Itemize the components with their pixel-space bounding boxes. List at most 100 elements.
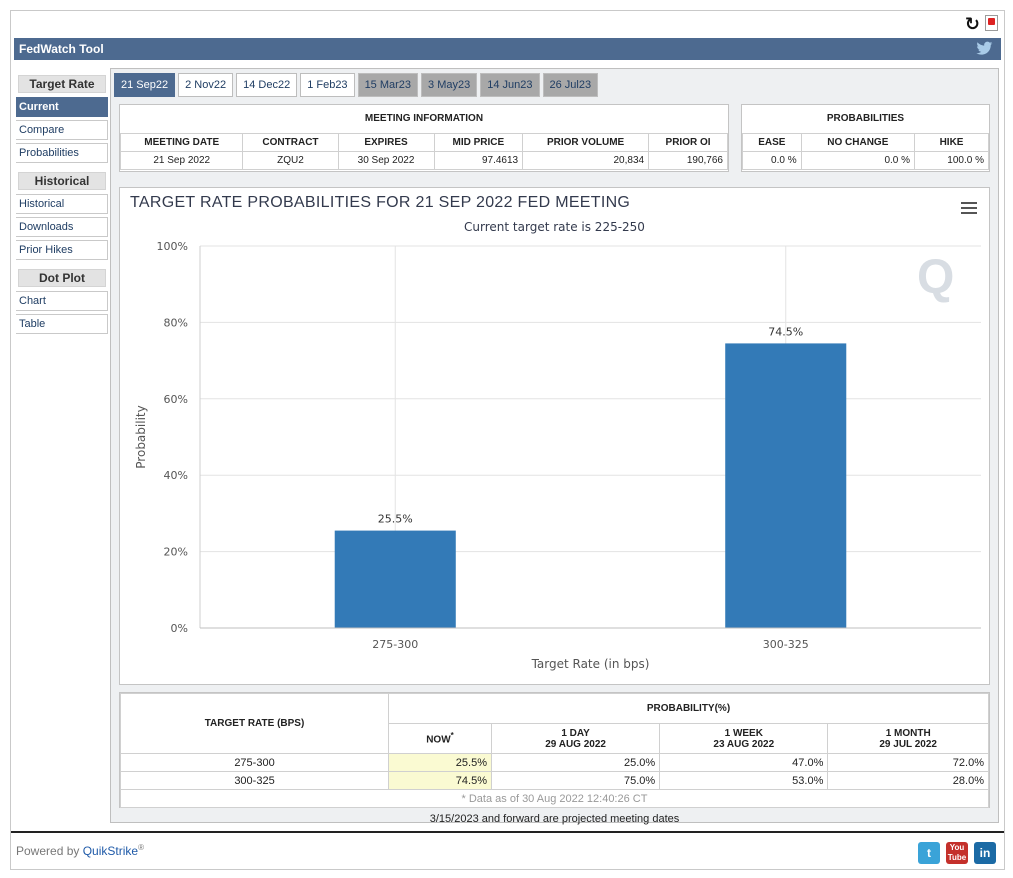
footer: Powered by QuikStrike® t You Tube in	[11, 831, 1004, 870]
sidebar-item-downloads[interactable]: Downloads	[16, 217, 108, 237]
title-bar: FedWatch Tool	[14, 38, 1001, 60]
twitter-bird-icon[interactable]	[976, 41, 993, 56]
sidebar: Target Rate Current Compare Probabilitie…	[16, 75, 109, 334]
col-no-change: NO CHANGE	[800, 132, 916, 152]
contract-value: ZQU2	[242, 150, 339, 170]
sidebar-item-chart[interactable]: Chart	[16, 291, 108, 311]
pdf-export-icon[interactable]	[985, 15, 998, 31]
week-cell: 47.0%	[659, 753, 829, 772]
probability-chart: TARGET RATE PROBABILITIES FOR 21 SEP 202…	[119, 187, 990, 685]
day-cell: 75.0%	[490, 771, 661, 790]
tab-14-jun23[interactable]: 14 Jun23	[480, 73, 540, 97]
table-row: 275-300 25.5% 25.0% 47.0% 72.0%	[120, 753, 989, 772]
now-label: NOW	[426, 734, 451, 746]
bar-data-label: 25.5%	[378, 513, 413, 526]
powered-by-label: Powered by	[16, 844, 80, 858]
probabilities-panel: PROBABILITIES EASE NO CHANGE HIKE 0.0 % …	[741, 104, 990, 172]
twitter-icon[interactable]: t	[918, 842, 940, 864]
period-1-month-label: 1 MONTH	[885, 727, 931, 739]
tab-2-nov22[interactable]: 2 Nov22	[178, 73, 234, 97]
rate-cell: 275-300	[120, 753, 389, 772]
col-now: NOW*	[388, 723, 492, 754]
projected-dates-note: 3/15/2023 and forward are projected meet…	[429, 813, 680, 825]
col-hike: HIKE	[914, 132, 989, 152]
period-1-day-date: 29 AUG 2022	[545, 738, 606, 750]
tab-26-jul23[interactable]: 26 Jul23	[542, 73, 599, 97]
col-mid-price: MID PRICE	[433, 132, 524, 152]
sidebar-item-historical[interactable]: Historical	[16, 194, 108, 214]
y-tick-label: 40%	[164, 469, 188, 482]
meeting-info-heading: MEETING INFORMATION	[120, 105, 728, 134]
youtube-icon[interactable]: You Tube	[946, 842, 968, 864]
month-cell: 72.0%	[827, 753, 989, 772]
col-target-rate: TARGET RATE (BPS)	[120, 693, 389, 754]
probabilities-heading: PROBABILITIES	[742, 105, 989, 134]
no-change-value: 0.0 %	[800, 150, 916, 170]
sidebar-item-probabilities[interactable]: Probabilities	[16, 143, 108, 163]
tab-1-feb23[interactable]: 1 Feb23	[300, 73, 355, 97]
x-tick-label: 275-300	[372, 638, 418, 651]
data-timestamp-footnote: * Data as of 30 Aug 2022 12:40:26 CT	[120, 789, 989, 808]
now-cell: 25.5%	[388, 753, 492, 772]
prior-oi-value: 190,766	[648, 150, 728, 170]
sidebar-item-compare[interactable]: Compare	[16, 120, 108, 140]
col-prior-oi: PRIOR OI	[648, 132, 728, 152]
top-toolbar: ↻	[11, 11, 1004, 37]
month-cell: 28.0%	[827, 771, 989, 790]
powered-by: Powered by QuikStrike®	[16, 843, 144, 858]
meeting-tabs: 21 Sep22 2 Nov22 14 Dec22 1 Feb23 15 Mar…	[114, 73, 601, 97]
chart-menu-icon[interactable]	[961, 202, 977, 214]
chart-title: TARGET RATE PROBABILITIES FOR 21 SEP 202…	[130, 194, 631, 211]
quikstrike-watermark-logo: Q	[917, 251, 955, 304]
tab-21-sep22[interactable]: 21 Sep22	[114, 73, 176, 97]
col-contract: CONTRACT	[242, 132, 339, 152]
period-1-week-date: 23 AUG 2022	[713, 738, 775, 750]
tab-15-mar23[interactable]: 15 Mar23	[357, 73, 419, 97]
col-meeting-date: MEETING DATE	[119, 132, 244, 152]
period-1-day-label: 1 DAY	[561, 727, 590, 739]
bar-data-label: 74.5%	[768, 325, 803, 338]
chart-plot-area: 0% 20% 40% 60% 80% 100% 25.5% 275-300 74.5% 300-3…	[134, 240, 981, 671]
x-axis-title: Target Rate (in bps)	[531, 657, 650, 671]
day-cell: 25.0%	[490, 753, 661, 772]
col-expires: EXPIRES	[337, 132, 435, 152]
meeting-date-value: 21 Sep 2022	[119, 150, 244, 170]
week-cell: 53.0%	[659, 771, 829, 790]
tab-3-may23[interactable]: 3 May23	[421, 73, 478, 97]
mid-price-value: 97.4613	[433, 150, 524, 170]
sidebar-item-prior-hikes[interactable]: Prior Hikes	[16, 240, 108, 260]
now-cell: 74.5%	[388, 771, 492, 790]
fedwatch-frame: ↻ FedWatch Tool Target Rate Current Comp…	[10, 10, 1005, 870]
tab-14-dec22[interactable]: 14 Dec22	[236, 73, 298, 97]
ease-value: 0.0 %	[742, 150, 802, 170]
twitter-glyph: t	[927, 846, 931, 860]
refresh-icon[interactable]: ↻	[964, 14, 980, 34]
y-axis-title: Probability	[134, 405, 148, 468]
y-tick-label: 20%	[164, 546, 188, 559]
y-tick-label: 100%	[157, 240, 188, 253]
col-ease: EASE	[742, 132, 802, 152]
sidebar-item-current[interactable]: Current	[16, 97, 108, 117]
period-1-week-label: 1 WEEK	[724, 727, 763, 739]
col-1-week: 1 WEEK 23 AUG 2022	[659, 723, 829, 754]
bar	[334, 530, 456, 628]
quikstrike-link[interactable]: QuikStrike	[82, 844, 139, 858]
sidebar-heading-dot-plot: Dot Plot	[18, 269, 106, 287]
linkedin-icon[interactable]: in	[974, 842, 996, 864]
y-tick-label: 0%	[171, 622, 188, 635]
meeting-info-panel: MEETING INFORMATION MEETING DATE CONTRAC…	[119, 104, 729, 172]
col-prior-volume: PRIOR VOLUME	[522, 132, 650, 152]
linkedin-glyph: in	[979, 846, 991, 860]
registered-mark: ®	[138, 843, 144, 852]
sidebar-heading-historical: Historical	[18, 172, 106, 190]
probability-heading: PROBABILITY(%)	[388, 693, 989, 724]
bar	[725, 343, 847, 628]
probability-table-panel: TARGET RATE (BPS) PROBABILITY(%) NOW* 1 …	[119, 692, 990, 808]
y-tick-label: 80%	[164, 316, 188, 329]
prior-volume-value: 20,834	[522, 150, 650, 170]
expires-value: 30 Sep 2022	[337, 150, 435, 170]
app-title: FedWatch Tool	[19, 42, 104, 56]
col-1-month: 1 MONTH 29 JUL 2022	[827, 723, 989, 754]
x-tick-label: 300-325	[763, 638, 809, 651]
sidebar-item-table[interactable]: Table	[16, 314, 108, 334]
